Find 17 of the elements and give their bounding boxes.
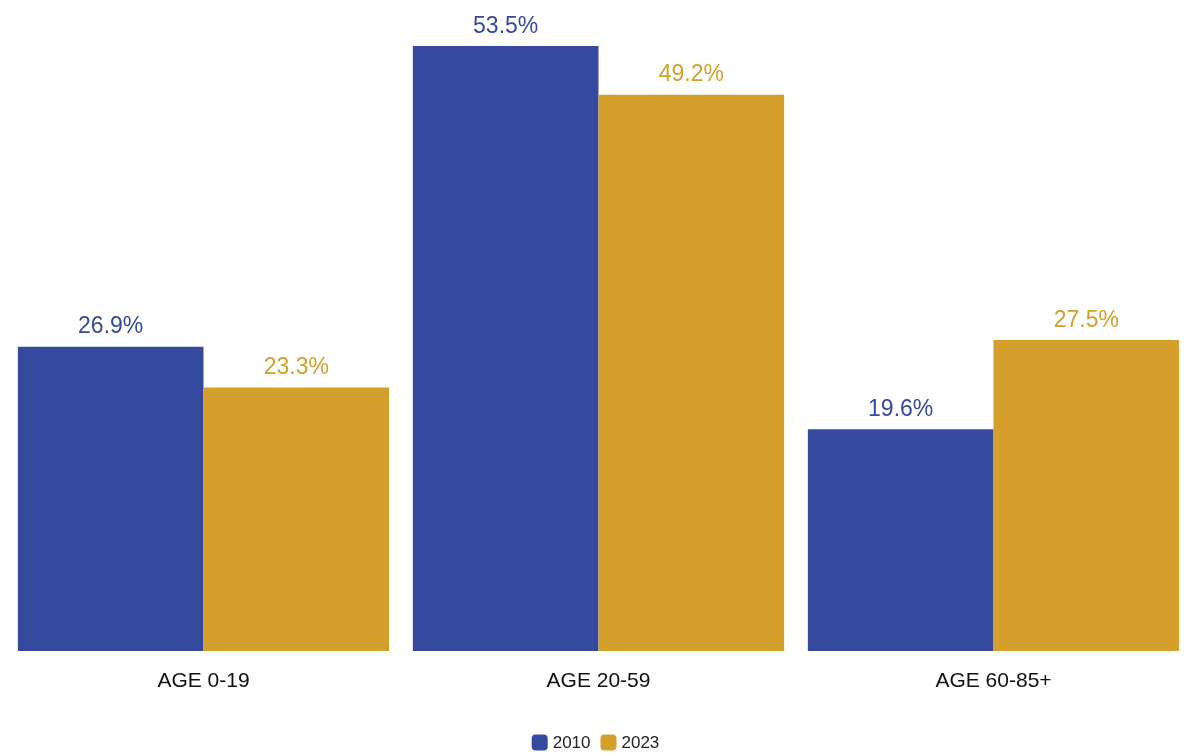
data-label: 19.6% — [868, 394, 934, 421]
x-tick-label: AGE 0-19 — [157, 668, 250, 691]
data-label: 53.5% — [473, 11, 539, 38]
legend-label: 2023 — [621, 733, 660, 752]
x-tick-label: AGE 60-85+ — [935, 668, 1052, 691]
data-label: 27.5% — [1053, 305, 1119, 332]
data-label: 49.2% — [658, 60, 724, 87]
x-tick-label: AGE 20-59 — [546, 668, 651, 691]
bar — [412, 46, 599, 651]
bar — [993, 340, 1180, 651]
bar — [807, 429, 994, 651]
data-label: 23.3% — [263, 353, 329, 380]
legend-label: 2010 — [552, 733, 591, 752]
bar — [203, 387, 390, 651]
bar — [598, 94, 785, 651]
bar — [17, 346, 204, 651]
data-label: 26.9% — [78, 312, 144, 339]
